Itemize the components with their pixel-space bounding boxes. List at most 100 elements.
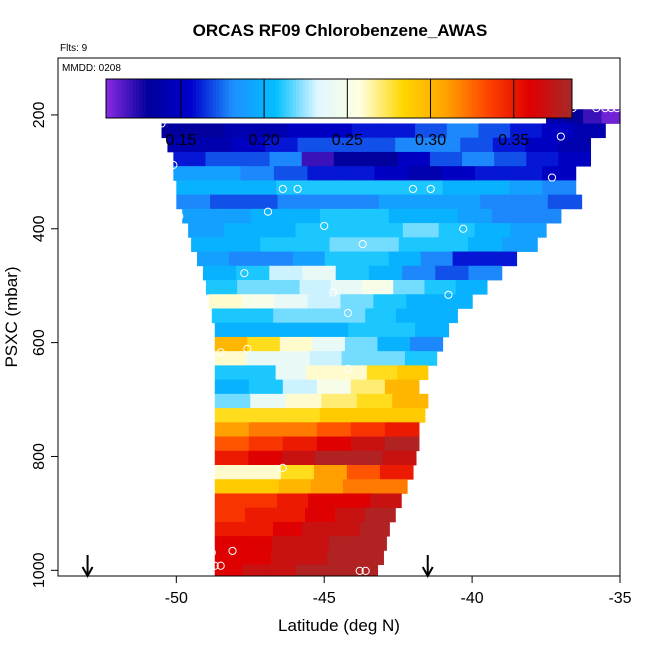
colorbar-segment [315,79,320,118]
heat-cell [301,151,335,167]
heat-cell [415,322,450,338]
heat-cell [395,137,429,153]
heat-cell [547,194,583,210]
colorbar-segment [199,79,204,118]
sample-point [175,212,184,221]
heat-cell [284,408,321,423]
sample-point [426,184,435,194]
heat-cell [282,436,318,452]
colorbar-segment [272,79,277,118]
colorbar-segment [418,79,423,118]
colorbar-segment [175,79,180,118]
heat-cell [344,336,379,352]
colorbar-segment [112,79,117,118]
colorbar-segment [205,79,210,118]
heat-cell [389,408,426,423]
colorbar-segment [412,79,417,118]
heat-cell [270,550,300,566]
colorbar-segment [152,79,157,118]
heat-cell [423,208,459,224]
heat-cell [281,450,316,466]
heat-cell [601,109,621,124]
colorbar-segment [235,79,240,118]
heat-cell [241,294,276,309]
colorbar-segment [189,79,194,118]
colorbar-segment [525,79,530,118]
heat-cell [307,294,342,309]
heat-cell [250,393,287,409]
sample-point [444,290,453,299]
colorbar-segment [372,79,377,118]
heat-cell [299,550,328,566]
heat-cell [285,393,322,409]
sample-point [355,566,364,575]
sample-point [479,320,489,330]
colorbar-segment [395,79,400,118]
sample-point [278,463,287,472]
heat-cell [316,422,352,437]
colorbar-segment [502,79,506,118]
heat-cell [340,166,376,181]
heat-cell [335,507,366,523]
colorbar-segment [282,79,287,118]
heat-cell [309,351,343,366]
colorbar-segment [448,79,453,118]
sample-point [343,364,352,373]
heat-cell [478,123,511,139]
heat-cell [214,408,251,423]
heat-cell [441,166,476,181]
x-axis-label: Latitude (deg N) [278,616,400,635]
sample-point [328,288,338,297]
colorbar-segment [495,79,500,118]
colorbar-segment [548,79,553,118]
heat-cell [243,521,274,537]
colorbar-segment [245,79,250,118]
y-axis: 200 400 600 800 1000 [31,101,58,588]
colorbar-segment [482,79,486,118]
heat-cell [275,365,307,381]
heat-cell [292,251,326,267]
heat-cell [409,336,444,352]
heat-cell [296,564,324,577]
colorbar-segment [442,79,447,118]
sample-point [210,561,219,570]
heat-cell [316,379,352,395]
sample-point [184,273,193,282]
heat-cell [331,521,361,537]
heat-cell [474,223,511,238]
heat-cell [381,322,416,338]
colorbar-segment [209,79,214,118]
heat-cell [214,465,249,480]
colorbar-segment [139,79,144,118]
colorbar-segment [192,79,197,118]
heat-cell [475,166,510,181]
sample-point [601,103,610,113]
heat-cell [176,194,211,210]
colorbar-segment [195,79,200,118]
heat-cell [249,408,286,423]
sample-point [568,248,577,257]
heat-cell [237,151,271,167]
colorbar-segment [215,79,220,118]
heat-cell [370,493,402,509]
colorbar-segment [408,79,413,118]
heat-cell [397,151,431,167]
heat-cell [269,151,303,167]
heat-cell [509,180,543,196]
heat-cell [350,422,386,437]
colorbar-segment [162,79,167,118]
colorbar-segment [522,79,526,118]
heat-cell [452,251,486,267]
heat-cell [356,393,393,409]
heat-cell [214,450,249,466]
heat-cell [542,166,577,181]
heat-cell [526,151,559,167]
heat-cell [350,379,386,395]
heat-cell [243,194,279,210]
heat-cell [299,280,332,295]
heat-cell [248,322,283,338]
colorbar-segment [269,79,273,118]
heat-cell [248,379,284,395]
heat-cell [346,465,381,480]
heat-cell [333,151,367,167]
